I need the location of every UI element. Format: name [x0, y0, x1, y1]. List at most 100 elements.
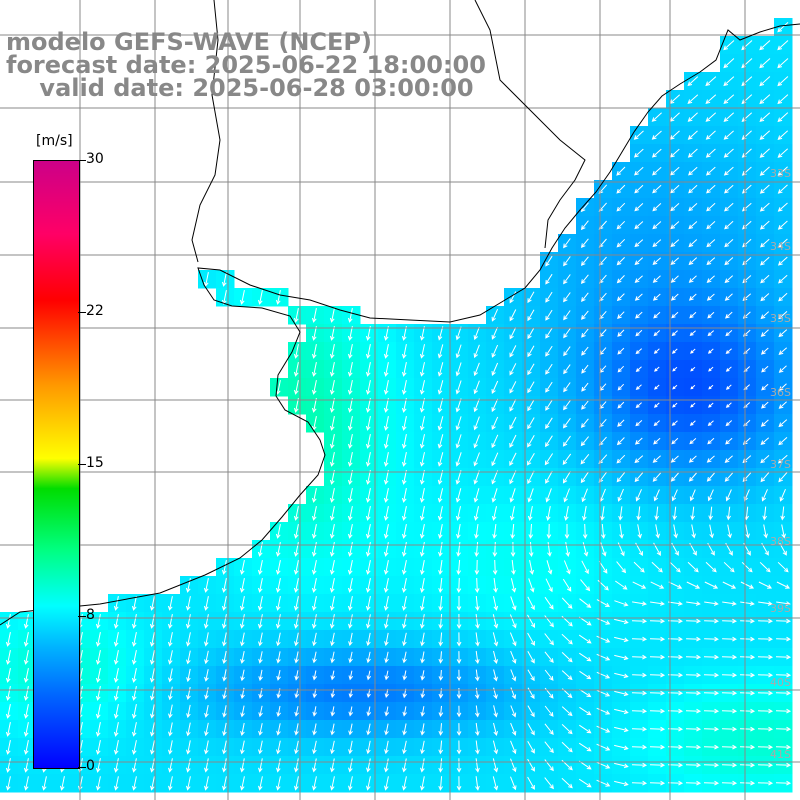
wind-arrow: [509, 614, 517, 629]
wind-arrow: [402, 632, 407, 647]
wind-arrow: [562, 418, 571, 429]
wind-arrow: [778, 419, 788, 428]
wind-arrow: [740, 581, 755, 589]
wind-arrow: [473, 380, 480, 395]
wind-arrow: [258, 669, 263, 682]
model-title: modelo GEFS-WAVE (NCEP): [6, 28, 372, 56]
wind-arrow: [401, 488, 407, 503]
wind-arrow: [721, 744, 738, 750]
wind-arrow: [580, 471, 590, 484]
wind-arrow: [614, 618, 629, 625]
wind-arrow: [564, 506, 569, 521]
wind-arrow: [509, 470, 517, 485]
wind-arrow: [688, 239, 698, 248]
wind-arrow: [437, 488, 444, 503]
wind-arrow: [185, 578, 191, 593]
wind-arrow: [419, 524, 425, 539]
wind-arrow: [671, 311, 679, 319]
wind-arrow: [687, 130, 698, 140]
wind-arrow: [618, 506, 623, 521]
wind-arrow: [186, 704, 191, 719]
wind-arrow: [759, 166, 770, 176]
wind-arrow: [527, 758, 535, 772]
wind-arrow: [348, 740, 353, 755]
wind-arrow: [688, 293, 697, 301]
wind-arrow: [654, 506, 660, 521]
wind-arrow: [474, 541, 480, 558]
wind-arrow: [438, 651, 444, 664]
wind-arrow: [455, 488, 462, 503]
colorbar-tick-0: 0: [86, 758, 95, 774]
wind-arrow: [420, 723, 425, 736]
wind-arrow: [5, 740, 11, 755]
wind-arrow: [775, 744, 792, 750]
wind-arrow: [438, 524, 443, 539]
wind-arrow: [384, 632, 389, 647]
wind-arrow: [544, 453, 554, 466]
wind-arrow: [725, 348, 732, 354]
wind-arrow: [455, 452, 462, 467]
wind-arrow: [509, 381, 517, 394]
wind-arrow: [545, 255, 553, 267]
wind-arrow: [113, 686, 119, 701]
wind-arrow: [384, 706, 390, 717]
wind-arrow: [722, 581, 737, 589]
wind-arrow: [492, 776, 499, 791]
wind-arrow: [167, 596, 173, 611]
wind-arrow: [258, 723, 263, 736]
wind-arrow: [527, 488, 534, 503]
wind-arrow: [23, 704, 29, 719]
wind-arrow: [761, 489, 768, 502]
wind-arrow: [649, 690, 666, 696]
wind-arrow: [473, 344, 480, 359]
wind-arrow: [455, 434, 462, 449]
latitude-label: 33S: [770, 167, 791, 180]
wind-arrow: [365, 452, 371, 467]
wind-arrow: [596, 617, 611, 625]
wind-arrow: [383, 542, 389, 557]
wind-arrow: [563, 488, 570, 503]
wind-arrow: [365, 416, 371, 431]
wind-arrow: [545, 578, 553, 593]
wind-arrow: [276, 723, 281, 736]
wind-arrow: [544, 615, 554, 628]
wind-arrow: [617, 329, 625, 337]
wind-arrow: [510, 650, 517, 664]
wind-arrow: [95, 704, 101, 719]
wind-arrow: [509, 632, 517, 647]
wind-arrow: [561, 652, 573, 663]
wind-arrow: [276, 705, 281, 718]
wind-arrow: [204, 669, 209, 682]
wind-arrow: [492, 614, 499, 629]
wind-arrow: [168, 722, 173, 737]
wind-arrow: [600, 506, 605, 521]
wind-arrow: [614, 708, 629, 715]
colorbar-unit: [m/s]: [36, 133, 73, 149]
wind-arrow: [491, 470, 499, 485]
wind-arrow: [257, 542, 263, 557]
wind-arrow: [742, 455, 752, 464]
wind-arrow: [527, 399, 535, 412]
wind-arrow: [5, 722, 11, 737]
wind-arrow: [438, 705, 444, 718]
wind-arrow: [690, 348, 696, 354]
wind-arrow: [581, 292, 589, 303]
wind-arrow: [652, 472, 661, 482]
wind-arrow: [545, 291, 553, 303]
wind-arrow: [455, 416, 462, 431]
wind-arrow: [347, 488, 353, 503]
wind-arrow: [401, 452, 407, 467]
wind-arrow: [311, 344, 317, 359]
wind-arrow: [239, 290, 245, 305]
wind-arrow: [95, 758, 101, 773]
wind-arrow: [131, 704, 137, 719]
wind-arrow: [168, 668, 173, 683]
wind-arrow: [741, 561, 753, 573]
wind-arrow: [775, 726, 792, 732]
wind-arrow: [580, 256, 589, 267]
wind-arrow: [760, 293, 770, 302]
wind-arrow: [544, 723, 554, 736]
wind-arrow: [708, 506, 714, 521]
wind-arrow: [581, 560, 589, 575]
wind-arrow: [149, 614, 155, 629]
